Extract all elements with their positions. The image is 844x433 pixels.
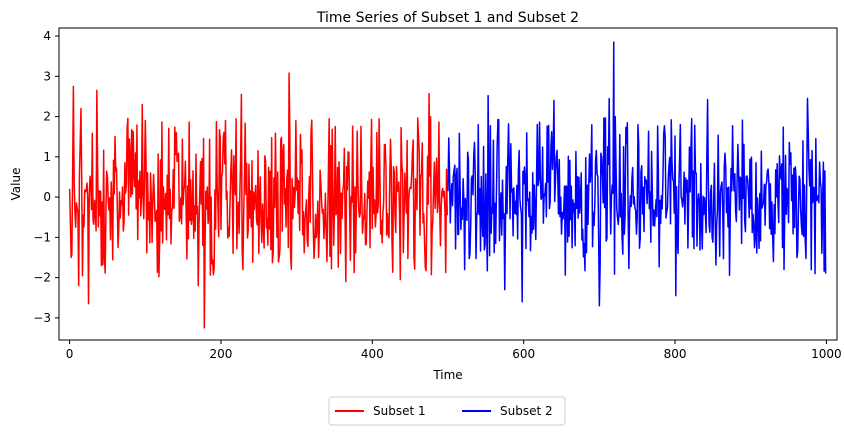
- plot-frame: [58, 27, 838, 341]
- x-tick-label: 1000: [811, 347, 842, 361]
- y-tick-label: 4: [43, 29, 51, 43]
- y-tick-label: −2: [33, 271, 51, 285]
- x-axis-label: Time: [432, 368, 462, 382]
- y-tick-label: 1: [43, 150, 51, 164]
- y-tick-label: −1: [33, 230, 51, 244]
- y-axis-label: Value: [9, 168, 23, 201]
- x-tick-label: 400: [361, 347, 384, 361]
- legend-frame: [328, 396, 566, 426]
- chart-title: Time Series of Subset 1 and Subset 2: [316, 10, 579, 26]
- legend-label-subset-2: Subset 2: [500, 404, 553, 418]
- y-tick-label: 0: [43, 190, 51, 204]
- y-tick-label: −3: [33, 311, 51, 325]
- y-tick-label: 2: [43, 110, 51, 124]
- series-line-subset-1: [68, 72, 448, 329]
- x-tick-label: 600: [512, 347, 535, 361]
- legend-label-subset-1: Subset 1: [373, 404, 426, 418]
- series-line-subset-2: [447, 41, 827, 307]
- legend: Subset 1 Subset 2: [328, 396, 566, 426]
- x-axis: 0 200 400 600 800 1000: [66, 340, 842, 361]
- y-tick-label: 3: [43, 69, 51, 83]
- x-tick-label: 0: [66, 347, 74, 361]
- x-tick-label: 800: [664, 347, 687, 361]
- plot-lines: [68, 41, 827, 329]
- y-axis: −3 −2 −1 0 1 2 3 4: [33, 29, 59, 325]
- x-tick-label: 200: [210, 347, 233, 361]
